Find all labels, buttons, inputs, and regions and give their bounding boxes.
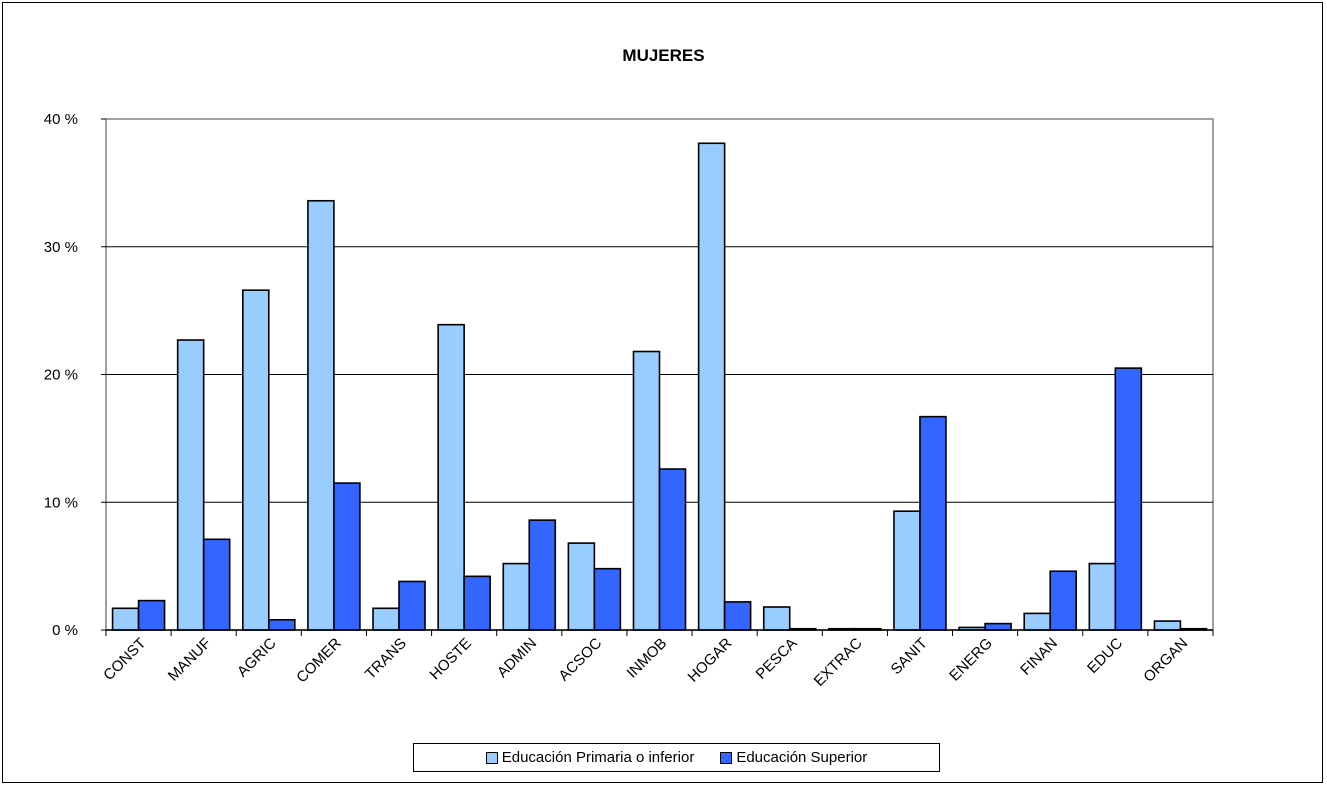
bar bbox=[1023, 612, 1052, 631]
bar bbox=[111, 607, 140, 631]
x-tick-label: ENERG bbox=[946, 635, 996, 685]
bar bbox=[241, 289, 270, 631]
bar bbox=[723, 601, 752, 631]
y-tick-label: 40 % bbox=[44, 111, 78, 128]
bar bbox=[463, 575, 491, 631]
bar bbox=[267, 618, 296, 631]
legend-item-primaria: Educación Primaria o inferior bbox=[485, 749, 695, 766]
y-tick-label: 20 % bbox=[44, 367, 78, 384]
legend-swatch-superior bbox=[720, 751, 733, 764]
bar bbox=[1114, 367, 1143, 631]
x-tick-label: INMOB bbox=[624, 635, 671, 682]
bar bbox=[202, 538, 231, 631]
bar bbox=[984, 622, 1012, 631]
legend-label-primaria: Educación Primaria o inferior bbox=[501, 749, 695, 766]
x-tick-label: EDUC bbox=[1084, 635, 1126, 677]
x-tick-label: FINAN bbox=[1017, 635, 1061, 679]
x-tick-label: AGRIC bbox=[234, 635, 280, 681]
x-tick-label: TRANS bbox=[362, 635, 410, 683]
x-tick-label: HOGAR bbox=[685, 635, 736, 686]
bar bbox=[1153, 620, 1182, 631]
bar bbox=[372, 607, 400, 631]
y-tick-label: 0 % bbox=[52, 622, 78, 639]
bar bbox=[632, 350, 661, 631]
bar bbox=[176, 339, 205, 631]
bar bbox=[658, 468, 687, 631]
bar bbox=[567, 542, 596, 631]
bar bbox=[437, 323, 465, 631]
bar bbox=[333, 482, 361, 631]
bar bbox=[398, 580, 426, 631]
x-tick-label: ORGAN bbox=[1140, 635, 1191, 686]
x-tick-label: MANUF bbox=[165, 635, 215, 685]
bar bbox=[528, 519, 557, 631]
bar bbox=[919, 415, 947, 631]
x-tick-label: COMER bbox=[293, 635, 345, 687]
x-tick-label: CONST bbox=[100, 635, 149, 684]
x-tick-label: ACSOC bbox=[555, 635, 605, 685]
bar bbox=[593, 567, 622, 631]
legend: Educación Primaria o inferior Educación … bbox=[413, 743, 940, 772]
bar bbox=[502, 562, 531, 631]
legend-swatch-primaria bbox=[485, 751, 498, 764]
y-tick-label: 30 % bbox=[44, 239, 78, 256]
bar bbox=[307, 199, 335, 631]
bar bbox=[762, 606, 791, 631]
x-tick-label: HOSTE bbox=[426, 635, 475, 684]
bar bbox=[1049, 570, 1078, 631]
legend-item-superior: Educación Superior bbox=[720, 749, 867, 766]
bar bbox=[137, 599, 166, 631]
chart-title: MUJERES bbox=[622, 46, 705, 65]
legend-label-superior: Educación Superior bbox=[736, 749, 868, 766]
x-tick-label: PESCA bbox=[753, 635, 801, 683]
x-tick-label: SANIT bbox=[888, 635, 931, 678]
x-tick-label: ADMIN bbox=[494, 635, 540, 681]
x-tick-label: EXTRAC bbox=[811, 635, 866, 690]
y-tick-label: 10 % bbox=[44, 494, 78, 511]
bar bbox=[1088, 562, 1117, 631]
bar bbox=[893, 510, 921, 631]
bar bbox=[697, 142, 726, 631]
